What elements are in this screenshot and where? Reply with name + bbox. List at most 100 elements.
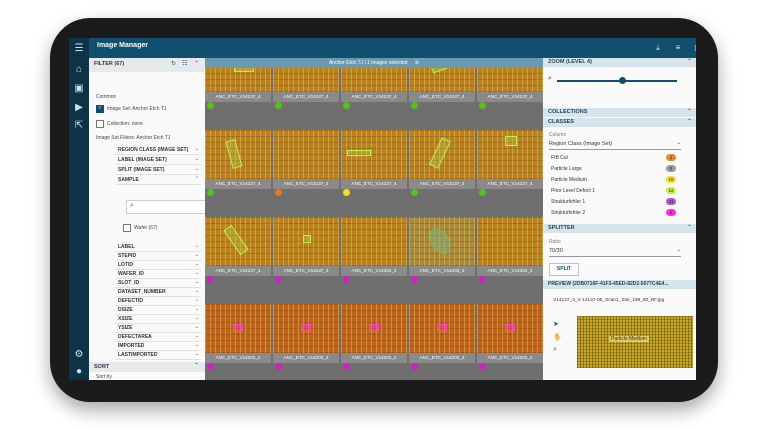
annotation-box[interactable] [505,136,517,146]
search-icon: ⌕ [130,202,134,209]
facet-dataset-number[interactable]: DATASET_NUMBER ⌄ [115,287,201,297]
class-name: Strukturfehler 2 [551,210,586,216]
refresh-icon[interactable]: ↻ [171,61,177,67]
tile-image [341,130,407,179]
facet-sample[interactable]: SAMPLE ⌃ [115,175,201,185]
annotation-box[interactable] [505,324,515,332]
image-tile[interactable]: ANC_ETC_V14203_2 [273,304,339,379]
zoom-slider[interactable] [557,80,677,82]
class-count-badge[interactable]: 16 [666,176,676,183]
filter-list-icon[interactable]: ☷ [182,61,188,67]
home-icon[interactable]: ⌂ [75,64,83,75]
collection-checkbox[interactable] [96,120,104,128]
pan-hand-icon[interactable]: ✋ [553,334,562,341]
image-tile[interactable]: ANC_ETC_V14203_2 [341,304,407,379]
zoom-header[interactable]: ZOOM (LEVEL 4) ⌃ [543,58,696,67]
facet-defectid[interactable]: DEFECTID ⌄ [115,296,201,306]
class-dot [343,189,350,196]
facet-slot-id[interactable]: SLOT_ID ⌄ [115,278,201,288]
image-tile[interactable]: ANC_ETC_V14203_2 [341,217,407,292]
external-link-icon[interactable]: ⇱ [74,120,84,131]
facet-dsize[interactable]: DSIZE ⌄ [115,305,201,315]
chevron-down-icon: ⌄ [194,252,199,258]
image-tile[interactable]: ANC_ETC_V14137_4 [205,217,271,292]
download-icon[interactable]: ⤓ [656,43,660,52]
chevron-down-icon: ⌄ [194,156,199,162]
facet-defectarea[interactable]: DEFECTAREA ⌄ [115,332,201,342]
facet-region-class[interactable]: REGION CLASS (IMAGE SET) ⌄ [115,145,201,155]
image-tile[interactable]: ANC_ETC_V14137_4 [273,217,339,292]
sample-search-input[interactable]: ⌕ [126,200,205,214]
image-set-filters-label: Image Set Filters: Anchor Etch TJ [96,135,171,141]
image-icon[interactable]: ▣ [74,83,84,94]
split-button[interactable]: SPLIT [549,263,579,276]
tile-caption: ANC_ETC_V14203_2 [409,266,475,276]
class-dot [411,276,418,283]
image-tile[interactable]: ANC_ETC_V14203_2 [409,304,475,379]
zoom-slider-handle[interactable] [619,77,626,84]
settings-icon[interactable]: ⚙ [74,349,84,360]
annotation-box[interactable] [303,235,311,243]
pointer-icon[interactable]: ➤ [553,321,559,328]
collections-header[interactable]: COLLECTIONS ⌃ [543,108,696,117]
splitter-header[interactable]: SPLITTER ⌃ [543,224,696,233]
sort-header[interactable]: SORT ⌃ [89,362,205,372]
image-tile[interactable]: ANC_ETC_V14203_2 [477,217,543,292]
class-count-badge[interactable]: 0 [666,165,676,172]
annotation-box[interactable] [425,224,455,258]
annotation-box[interactable] [437,324,447,332]
image-tile[interactable]: ANC_ETC_V14137_4 [409,130,475,205]
deselect-icon[interactable]: ⊘ [414,60,420,66]
class-count-badge[interactable]: 2 [666,154,676,161]
image-tile[interactable]: ANC_ETC_V14137_4 [477,130,543,205]
annotation-box[interactable] [233,324,243,332]
facet-imported[interactable]: IMPORTED ⌄ [115,341,201,351]
play-icon[interactable]: ▶ [75,102,83,113]
tile-image [341,304,407,353]
class-count-badge[interactable]: 0 [666,209,676,216]
preview-header[interactable]: PREVIEW (2DB0716F-41F3-45ED-82D2-5077C4E… [543,280,696,289]
selection-bar: Anchor Etch TJ | 1 images selected ⊘ [205,58,543,68]
image-icon[interactable]: ▢ [692,42,696,54]
facet-lotid[interactable]: LOTID ⌄ [115,260,201,270]
image-tile[interactable]: ANC_ETC_V14203_2 [477,304,543,379]
class-count-badge[interactable]: 12 [666,187,676,194]
wafer-checkbox[interactable] [123,224,131,232]
zoom-icon[interactable]: ⌕ [553,346,557,353]
image-set-checkbox[interactable] [96,105,104,113]
image-tile[interactable]: ANC_ETC_V14137_4 [205,130,271,205]
facet-ysize[interactable]: YSIZE ⌄ [115,323,201,333]
column-select[interactable]: Region Class (Image Set) ⌄ [549,140,681,150]
ratio-select[interactable]: 70/30 ⌄ [549,247,681,257]
common-label: Common [96,94,117,100]
facet-xsize[interactable]: XSIZE ⌄ [115,314,201,324]
menu-icon[interactable]: ☰ [74,43,84,54]
facet-label[interactable]: LABEL ⌄ [115,242,201,252]
facet-split-image-set[interactable]: SPLIT (IMAGE SET) ⌄ [115,165,201,175]
image-tile[interactable]: ANC_ETC_V14203_2 [409,217,475,292]
list-icon[interactable]: ≡ [675,43,681,52]
annotation-box[interactable] [301,324,311,332]
tile-caption: ANC_ETC_V14137_4 [477,179,543,189]
image-tile[interactable]: ANC_ETC_V14137_4 [341,130,407,205]
preview-image[interactable]: Particle Medium [577,316,693,368]
tile-caption: ANC_ETC_V14203_2 [477,353,543,363]
chevron-up-icon: ⌃ [686,109,692,115]
classes-header[interactable]: CLASSES ⌃ [543,118,696,127]
image-tile[interactable]: ANC_ETC_V14137_4 [273,130,339,205]
class-name: Strukturfehler 1 [551,199,586,205]
class-count-badge[interactable]: 31 [666,198,676,205]
annotation-box[interactable] [347,150,371,156]
annotation-box[interactable] [369,324,379,332]
user-icon[interactable]: ● [75,366,83,377]
chevron-up-icon[interactable]: ⌃ [194,61,200,67]
facet-stepid[interactable]: STEPID ⌄ [115,251,201,261]
annotation-box[interactable] [429,137,451,169]
tile-image [205,217,271,266]
facet-label-image-set[interactable]: LABEL (IMAGE SET) ⌄ [115,155,201,165]
facet-wafer-id[interactable]: WAFER_ID ⌄ [115,269,201,279]
annotation-box[interactable] [225,139,243,169]
facet-lastimported[interactable]: LASTIMPORTED ⌄ [115,350,201,360]
image-tile[interactable]: ANC_ETC_V14203_2 [205,304,271,379]
annotation-box[interactable] [223,224,249,256]
